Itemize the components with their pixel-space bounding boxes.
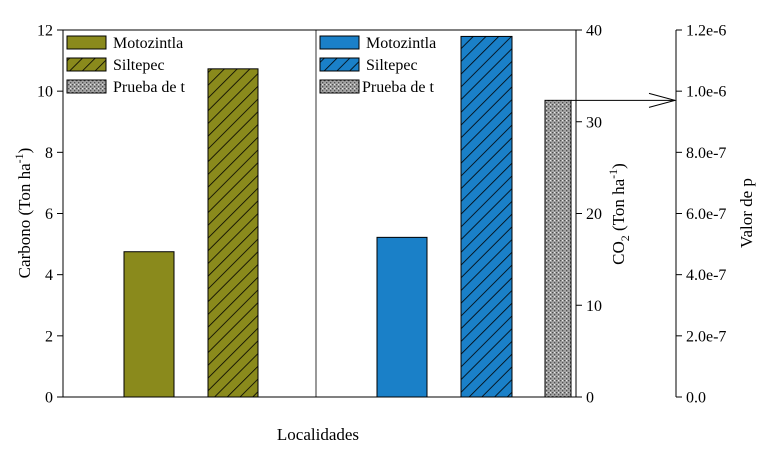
co2-axis-tick-label: 0	[586, 390, 594, 407]
legend-swatch-motozintla-olive	[66, 35, 107, 50]
co2-axis-ticks: 0 10 20 30 40	[576, 23, 602, 407]
carbono-axis-tick-label: 4	[45, 267, 53, 284]
co2-axis-title: CO2 (Ton ha-1)	[606, 163, 632, 265]
pvalue-arrow-head	[648, 92, 677, 108]
co2-axis-tick-label: 40	[586, 23, 602, 40]
pvalue-axis-tick-label: 2.0e-7	[686, 328, 726, 345]
carbono-axis-tick-label: 0	[45, 390, 53, 407]
co2-axis-tick-label: 10	[586, 298, 602, 315]
bar-co2-motozintla	[376, 236, 428, 398]
left-axis-ticks: 0 2 4 6 8 10 12	[37, 23, 63, 407]
x-axis-title: Localidades	[277, 425, 359, 444]
legend-label-prueba-right: Prueba de t	[362, 79, 435, 96]
bar-co2-siltepec	[460, 35, 513, 398]
legend-swatch-prueba-gray-right	[319, 79, 360, 94]
co2-axis-tick-label: 30	[586, 114, 602, 131]
bar-carbono-siltepec	[207, 68, 259, 398]
left-axis-title: Carbono (Ton ha-1)	[12, 148, 34, 279]
bars	[123, 35, 572, 398]
legend-label-siltepec-right: Siltepec	[366, 57, 418, 74]
carbono-axis-tick-label: 10	[37, 84, 53, 101]
legend-right: Motozintla Siltepec Prueba de t	[319, 35, 436, 96]
bar-carbono-motozintla	[123, 251, 175, 398]
pvalue-axis-tick-label: 4.0e-7	[686, 267, 726, 284]
legend-swatch-prueba-gray	[66, 79, 107, 94]
carbono-axis-tick-label: 12	[37, 23, 53, 40]
pvalue-axis-tick-label: 0.0	[686, 390, 706, 407]
legend-label-prueba: Prueba de t	[113, 79, 186, 96]
pvalue-arrow	[571, 92, 677, 108]
bar-prueba-de-t	[544, 99, 572, 398]
legend-swatch-motozintla-blue	[319, 35, 360, 50]
legend-swatch-siltepec-olive	[66, 57, 107, 72]
carbono-axis-tick-label: 6	[45, 206, 53, 223]
co2-axis-tick-label: 20	[586, 206, 602, 223]
legend-label-siltepec: Siltepec	[113, 57, 165, 74]
pvalue-axis-tick-label: 8.0e-7	[686, 145, 726, 162]
pvalue-axis-tick-label: 1.2e-6	[686, 23, 726, 40]
carbono-axis-tick-label: 2	[45, 328, 53, 345]
carbono-axis-tick-label: 8	[45, 145, 53, 162]
pvalue-axis-tick-label: 1.0e-6	[686, 84, 726, 101]
pvalue-axis-ticks: 0.0 2.0e-7 4.0e-7 6.0e-7 8.0e-7 1.0e-6 1.2e-6	[676, 23, 726, 407]
legend-label-motozintla: Motozintla	[113, 35, 183, 52]
legend-swatch-siltepec-blue	[319, 57, 360, 72]
legend-label-motozintla-right: Motozintla	[366, 35, 436, 52]
pvalue-axis-title: Valor de p	[737, 178, 756, 248]
legend-left: Motozintla Siltepec Prueba de t	[66, 35, 186, 96]
pvalue-axis-tick-label: 6.0e-7	[686, 206, 726, 223]
